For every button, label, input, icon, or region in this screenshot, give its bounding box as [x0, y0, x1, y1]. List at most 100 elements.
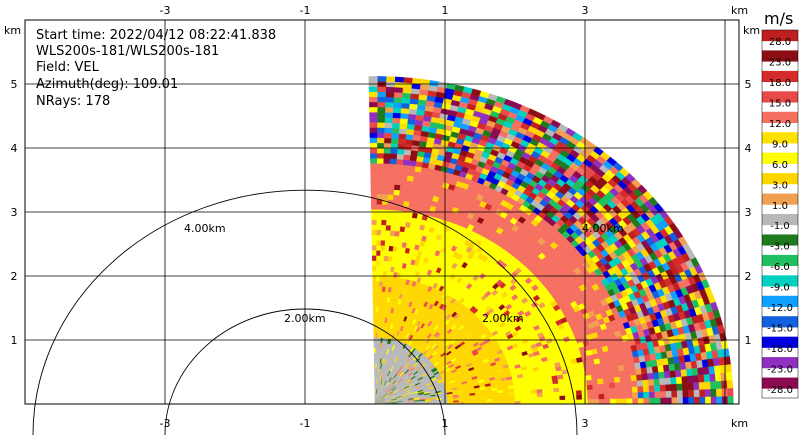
- instrument-text: WLS200s-181/WLS200s-181: [36, 44, 219, 59]
- velocity-cell: [389, 235, 395, 242]
- colorbar-label: 18.0: [769, 78, 791, 89]
- velocity-cell: [565, 395, 572, 400]
- velocity-cell: [405, 185, 412, 192]
- velocity-cell: [726, 379, 734, 389]
- velocity-cell: [401, 164, 410, 171]
- velocity-cell: [382, 163, 390, 169]
- colorbar-label: -23.0: [767, 364, 793, 375]
- velocity-cell: [654, 391, 661, 398]
- velocity-cell: [383, 147, 391, 154]
- velocity-cell: [607, 371, 615, 378]
- velocity-cell: [386, 204, 393, 211]
- velocity-cell: [670, 383, 678, 391]
- velocity-cell: [389, 158, 397, 165]
- velocity-cell: [385, 219, 392, 226]
- velocity-cell: [370, 183, 377, 190]
- velocity-cell: [648, 385, 655, 392]
- velocity-cell: [604, 393, 611, 400]
- velocity-cell: [392, 245, 398, 252]
- velocity-cell: [394, 230, 400, 237]
- range-ring-label: 4.00km: [582, 222, 624, 235]
- velocity-cell: [653, 378, 660, 386]
- velocity-cell: [409, 196, 416, 203]
- velocity-cell: [401, 169, 409, 176]
- velocity-cell: [606, 366, 614, 373]
- velocity-cell: [400, 179, 407, 186]
- velocity-cell: [382, 265, 388, 272]
- velocity-cell: [391, 256, 397, 262]
- velocity-cell: [373, 342, 376, 348]
- velocity-cell: [593, 398, 600, 404]
- velocity-cell: [389, 163, 397, 170]
- velocity-cell: [374, 373, 376, 379]
- velocity-cell: [671, 390, 678, 398]
- velocity-cell: [631, 386, 639, 393]
- velocity-cell: [391, 209, 398, 216]
- velocity-cell: [392, 194, 400, 201]
- velocity-cell: [390, 138, 399, 144]
- velocity-cell: [377, 106, 386, 113]
- velocity-cell: [391, 122, 400, 129]
- velocity-cell: [395, 158, 404, 165]
- velocity-cell: [514, 394, 521, 398]
- velocity-cell: [646, 366, 654, 374]
- velocity-cell: [514, 397, 521, 402]
- velocity-cell: [385, 101, 394, 108]
- velocity-cell: [537, 400, 544, 404]
- velocity-cell: [373, 332, 376, 338]
- velocity-cell: [608, 377, 615, 384]
- velocity-cell: [399, 184, 407, 191]
- velocity-cell: [375, 255, 381, 261]
- velocity-cell: [716, 396, 723, 404]
- velocity-cell: [375, 296, 379, 302]
- velocity-cell: [642, 379, 649, 387]
- velocity-cell: [668, 363, 676, 372]
- velocity-cell: [385, 230, 391, 236]
- velocity-cell: [398, 128, 407, 135]
- velocity-cell: [393, 189, 400, 196]
- velocity-cell: [399, 226, 406, 233]
- x-tick-label-bottom: 1: [442, 417, 449, 430]
- velocity-cell: [391, 251, 397, 257]
- velocity-cell: [603, 382, 610, 389]
- velocity-cell: [400, 102, 410, 109]
- velocity-cell: [397, 143, 406, 150]
- colorbar-label: -3.0: [770, 242, 790, 253]
- velocity-cell: [387, 255, 393, 262]
- velocity-cell: [654, 384, 661, 392]
- velocity-cell: [685, 361, 692, 370]
- velocity-cell: [376, 178, 383, 185]
- velocity-cell: [391, 127, 400, 134]
- velocity-cell: [629, 368, 637, 376]
- velocity-cell: [384, 286, 389, 293]
- velocity-cell: [384, 245, 390, 252]
- velocity-cell: [373, 357, 376, 364]
- velocity-cell: [372, 306, 376, 313]
- velocity-cell: [381, 219, 387, 226]
- velocity-cell: [402, 159, 410, 166]
- velocity-cell: [614, 381, 621, 389]
- velocity-cell: [379, 255, 385, 262]
- velocity-cell: [383, 260, 388, 267]
- velocity-cell: [375, 275, 380, 282]
- velocity-cell: [492, 395, 499, 399]
- velocity-cell: [721, 380, 728, 389]
- velocity-cell: [388, 168, 396, 175]
- velocity-cell: [558, 386, 566, 392]
- velocity-cell: [370, 158, 378, 164]
- velocity-cell: [393, 235, 399, 242]
- velocity-cell: [412, 176, 420, 183]
- velocity-cell: [531, 392, 538, 398]
- velocity-cell: [375, 286, 380, 292]
- velocity-cell: [394, 81, 404, 88]
- velocity-cell: [626, 398, 633, 404]
- velocity-cell: [392, 112, 401, 119]
- velocity-cell: [640, 367, 648, 375]
- velocity-cell: [383, 296, 388, 303]
- velocity-cell: [376, 142, 385, 149]
- velocity-cell: [390, 220, 397, 226]
- velocity-cell: [375, 291, 380, 297]
- velocity-cell: [632, 392, 639, 399]
- velocity-cell: [374, 378, 376, 384]
- velocity-cell: [592, 388, 599, 395]
